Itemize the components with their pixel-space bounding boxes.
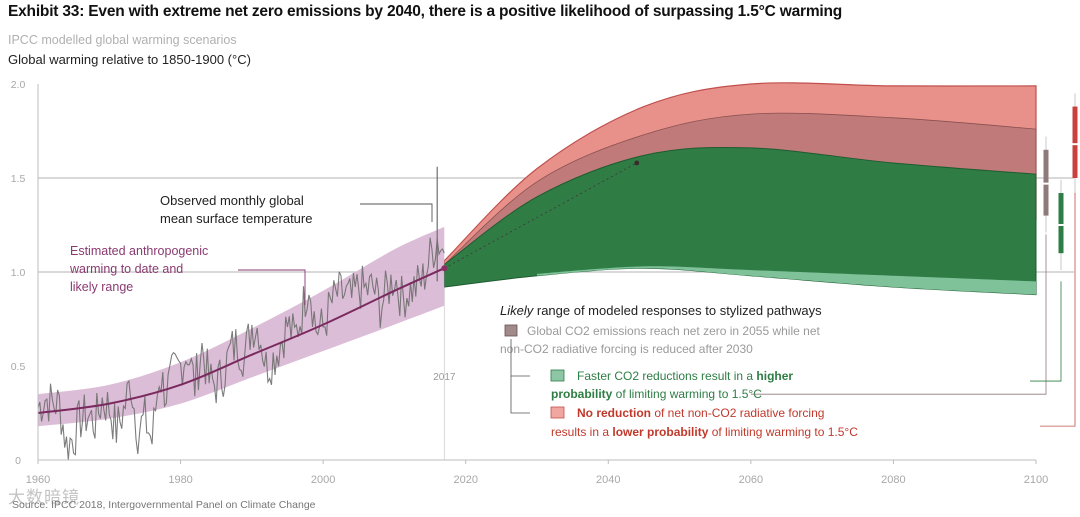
- x-tick-label: 1980: [168, 474, 192, 486]
- x-tick-label: 1960: [26, 474, 50, 486]
- anthropogenic-leader-line: [238, 269, 306, 305]
- x-tick-label: 2020: [453, 474, 477, 486]
- observed-label-line2: mean surface temperature: [160, 211, 312, 226]
- range-connector-green: [1030, 281, 1062, 382]
- anthropogenic-label-line2: warming to date and: [69, 262, 183, 276]
- historical-series: [37, 166, 448, 460]
- range-bar-median-grey: [1043, 182, 1049, 185]
- anthropogenic-range-band: [38, 226, 445, 427]
- range-bars: [750, 93, 1078, 427]
- x-tick-label: 2060: [739, 474, 763, 486]
- legend-swatch-red: [550, 406, 565, 419]
- observed-leader-line: [360, 203, 433, 222]
- anthropogenic-label-line3: likely range: [70, 280, 133, 294]
- y-tick-label: 2.0: [11, 79, 26, 91]
- legend-swatch-grey: [504, 324, 518, 337]
- y-tick-label: 1.5: [11, 173, 26, 185]
- median-point: [634, 160, 640, 166]
- legend-heading: Likely range of modeled responses to sty…: [500, 303, 822, 318]
- observed-temperature-line: [37, 237, 445, 460]
- legend-red-line2: results in a lower probability of limiti…: [551, 425, 858, 439]
- y-axis-label: Global warming relative to 1850-1900 (°C…: [8, 52, 251, 67]
- legend-red-line1: No reduction of net non-CO2 radiative fo…: [577, 406, 824, 420]
- range-bar-red: [1072, 106, 1078, 178]
- median-dotted-line: [444, 162, 638, 269]
- legend-grey-line2: non-CO2 radiative forcing is reduced aft…: [500, 342, 753, 356]
- y-tick-label: 0.5: [11, 361, 26, 373]
- y-tick-label: 0: [15, 455, 21, 467]
- range-bar-median-red: [1072, 143, 1078, 146]
- legend-green-line1: Faster CO2 reductions result in a higher: [577, 369, 793, 383]
- x-tick-label: 2080: [881, 474, 905, 486]
- band-faster-reduction-lower: [537, 266, 1036, 295]
- x-tick-label: 2100: [1024, 474, 1048, 486]
- marker-2017-label: 2017: [433, 372, 456, 383]
- range-connector-red: [1040, 193, 1076, 427]
- anthropogenic-warming-line: [37, 267, 445, 414]
- legend-swatch-green: [550, 369, 565, 382]
- source-note: Source: IPCC 2018, Intergovernmental Pan…: [12, 499, 316, 511]
- range-connector-grey: [750, 234, 1047, 395]
- x-tick-label: 2000: [311, 474, 335, 486]
- x-tick-label: 2040: [596, 474, 620, 486]
- legend-connector-red: [510, 376, 530, 414]
- anthropogenic-label-line1: Estimated anthropogenic: [70, 244, 208, 258]
- range-bar-green: [1058, 193, 1064, 254]
- range-bar-median-green: [1058, 224, 1064, 226]
- axes: 0 0.5 1.0 1.5 2.0 1960 1980 2000 2020 2040 2060 208…: [11, 79, 1049, 486]
- legend-green-line2: probability of limiting warming to 1.5°C: [551, 387, 762, 401]
- scenario-bands: [443, 82, 1037, 296]
- page-title: Exhibit 33: Even with extreme net zero e…: [8, 3, 843, 20]
- annotations: Observed monthly global mean surface temp…: [69, 193, 858, 439]
- anthropogenic-end-point: [441, 265, 448, 272]
- observed-label-line1: Observed monthly global: [160, 193, 304, 208]
- y-tick-label: 1.0: [11, 267, 26, 279]
- legend-grey-line1: Global CO2 emissions reach net zero in 2…: [527, 324, 820, 338]
- watermark: 大数暗镜: [8, 488, 80, 507]
- chart-subtitle: IPCC modelled global warming scenarios: [8, 33, 237, 47]
